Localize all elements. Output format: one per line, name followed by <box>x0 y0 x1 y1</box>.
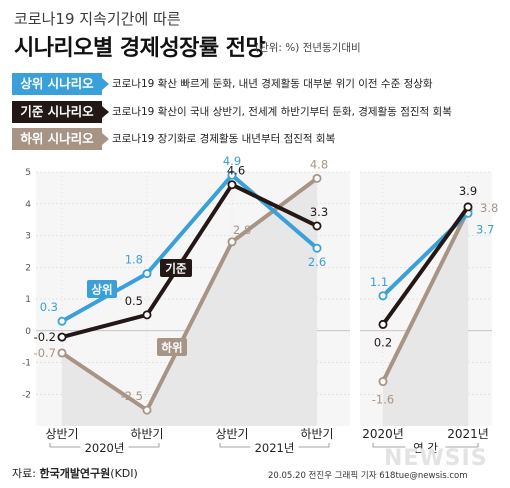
x-tick-label: 상반기 <box>45 427 78 441</box>
value-label: 4.8 <box>310 157 328 171</box>
value-label: 1.1 <box>370 275 388 289</box>
y-tick-label: 4 <box>25 200 31 210</box>
source-suffix: (KDI) <box>110 467 138 480</box>
y-tick-label: 1 <box>25 295 31 305</box>
series-line-1-1 <box>381 205 470 326</box>
value-label: 3.7 <box>476 222 494 236</box>
data-point <box>227 170 237 180</box>
data-point <box>57 316 67 326</box>
value-label: 4.6 <box>227 164 245 178</box>
data-point <box>142 310 152 320</box>
data-point <box>57 348 67 358</box>
year-group-2020: 2020년 <box>85 441 125 455</box>
data-point <box>142 405 152 415</box>
data-point <box>227 237 237 247</box>
value-label: 3.8 <box>480 201 498 215</box>
series-tag-base-bg <box>160 259 192 277</box>
year-group-2021-bg <box>250 439 299 455</box>
scenario-base-badge: 기준 시나리오 <box>12 101 109 123</box>
value-label: 0.5 <box>125 294 143 308</box>
y-tick-label: 2 <box>25 263 31 273</box>
y-tick-label: -2 <box>22 390 31 400</box>
data-point <box>463 202 473 212</box>
series-tag-upper-bg <box>87 280 117 298</box>
subtitle: 코로나19 지속기간에 따른 <box>14 10 181 28</box>
value-label: 0.2 <box>374 335 392 349</box>
value-label: -1.6 <box>372 393 394 407</box>
year-group-2021: 2021년 <box>255 441 295 455</box>
year-group-2020-bg <box>80 439 129 455</box>
value-label: 3.9 <box>459 184 477 198</box>
value-label: 4.9 <box>223 154 241 168</box>
y-tick-label: 5 <box>25 168 31 178</box>
value-label: -0.7 <box>34 346 56 360</box>
source-prefix: 자료: <box>12 467 40 480</box>
series-tag-upper: 상위 <box>91 283 112 297</box>
series-tag-lower: 하위 <box>161 341 182 355</box>
data-point <box>312 243 322 253</box>
y-tick-label: -1 <box>22 359 31 369</box>
value-label: 3.3 <box>310 205 328 219</box>
credit: 20.05.20 전진우 그래픽 기자 618tue@newsis.com <box>268 471 468 481</box>
value-label: 0.3 <box>40 300 58 314</box>
source-name: 한국개발연구원 <box>39 467 111 480</box>
watermark: NEWSIS <box>384 446 488 471</box>
value-label: -2.5 <box>121 389 143 403</box>
data-point <box>378 291 388 301</box>
value-label: 1.8 <box>125 253 143 267</box>
area-lower-half <box>62 178 317 426</box>
data-point <box>378 319 388 329</box>
y-tick-label: 0 <box>25 327 31 337</box>
scenario-upper-desc: 코로나19 확산 빠르게 둔화, 내년 경제활동 대부분 위기 이전 수준 정상… <box>112 78 433 90</box>
data-point <box>312 221 322 231</box>
series-line-1-2 <box>381 209 470 383</box>
scenario-lower-badge: 하위 시나리오 <box>12 128 109 150</box>
series-line-0-1 <box>61 182 318 340</box>
series-tag-lower-bg <box>157 338 187 356</box>
unit-note: (단위: %) 전년동기대비 <box>255 42 361 54</box>
scenario-upper-badge: 상위 시나리오 <box>12 73 109 95</box>
page-title: 시나리오별 경제성장률 전망 <box>14 36 266 61</box>
y-tick-label: 3 <box>25 232 31 242</box>
x-tick-label: 하반기 <box>300 427 333 441</box>
year-group-annual-bg <box>405 439 446 455</box>
value-label: 2.6 <box>308 255 326 269</box>
scenario-lower-desc: 코로나19 장기화로 경제활동 내년부터 점진적 회복 <box>112 133 336 145</box>
x-tick-label: 하반기 <box>130 427 163 441</box>
source-note: 자료: 한국개발연구원(KDI) <box>12 465 138 481</box>
x-tick-label: 상반기 <box>215 427 248 441</box>
data-point <box>57 332 67 342</box>
scenario-base-desc: 코로나19 확산이 국내 상반기, 전세계 하반기부터 둔화, 경제활동 점진적… <box>112 106 452 118</box>
year-group-annual: 연 간 <box>413 441 438 455</box>
value-label: 2.8 <box>233 223 251 237</box>
value-label: -0.2 <box>34 330 56 344</box>
x-tick-label: 2021년 <box>447 427 489 441</box>
series-tag-base: 기준 <box>165 262 187 276</box>
data-point <box>312 173 322 183</box>
data-point <box>142 269 152 279</box>
data-point <box>378 377 388 387</box>
data-point <box>227 180 237 190</box>
x-tick-label: 2020년 <box>362 427 404 441</box>
area-lower-annual <box>383 210 468 426</box>
